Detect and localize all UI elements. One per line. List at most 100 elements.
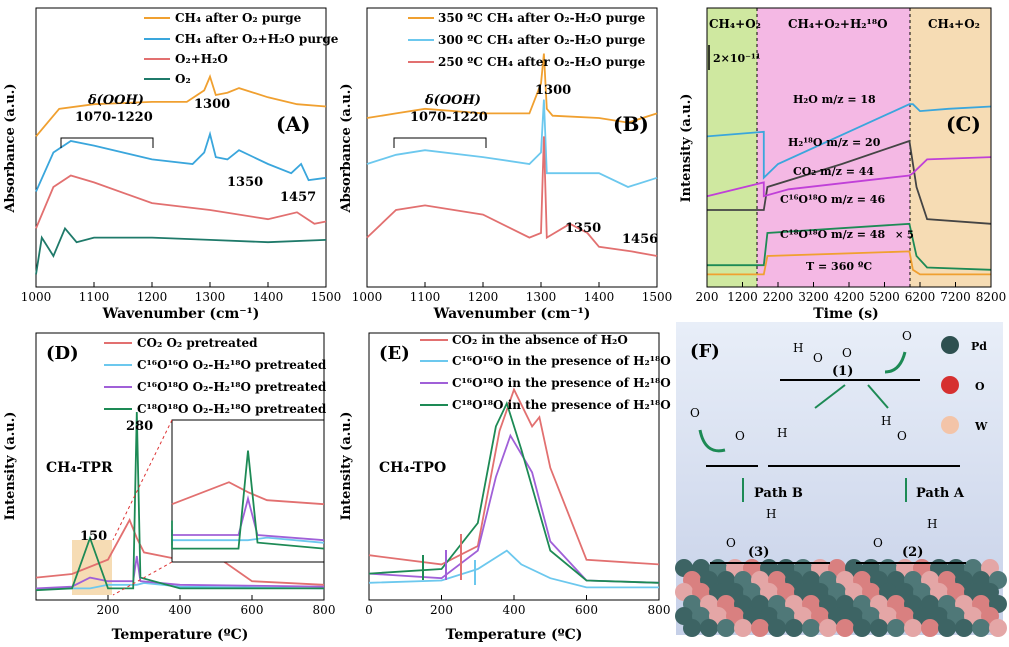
atom-o: O xyxy=(735,429,745,443)
series-line xyxy=(707,139,992,225)
trace-label: H₂¹⁸O m/z = 20 xyxy=(788,136,881,149)
step-label: (2) xyxy=(902,545,923,560)
x-tick-label: 200 xyxy=(97,603,120,617)
panel-a-label: (A) xyxy=(276,112,310,136)
panel-a-peak: 1457 xyxy=(280,190,316,205)
o-atom-icon xyxy=(941,376,959,394)
panel-a-range: 1070-1220 xyxy=(75,110,153,125)
x-tick-label: 1100 xyxy=(410,290,441,304)
x-tick-label: 1500 xyxy=(311,290,342,304)
legend-label: O xyxy=(975,380,985,393)
x-tick-label: 5200 xyxy=(869,290,900,304)
x-tick-label: 1500 xyxy=(642,290,673,304)
panel-b-legend: 350 ºC CH₄ after O₂-H₂O purge 300 ºC CH₄… xyxy=(408,11,646,69)
x-tick-label: 1000 xyxy=(352,290,383,304)
panel-c-label: (C) xyxy=(946,112,981,136)
x-tick-label: 1200 xyxy=(468,290,499,304)
step-label: (1) xyxy=(832,364,853,379)
region-label: CH₄+O₂ xyxy=(709,17,761,31)
panel-d-inset-curves xyxy=(171,450,325,550)
panel-d-peak: 280 xyxy=(126,419,153,434)
panel-e-title: CH₄-TPO xyxy=(379,460,446,476)
atom-h: H xyxy=(777,426,787,440)
legend-label: O₂+H₂O xyxy=(175,52,228,66)
series-line xyxy=(706,156,992,198)
panel-b-label: (B) xyxy=(613,112,649,136)
panel-b-delta: δ(OOH) xyxy=(424,93,481,108)
element-legend: Pd O W xyxy=(941,336,988,434)
trace-label: C¹⁶O¹⁸O m/z = 46 xyxy=(780,193,885,206)
multiplier-label: × 5 xyxy=(895,230,914,241)
legend-label: CO₂ in the absence of H₂O xyxy=(452,333,628,347)
legend-label: CH₄ after O₂ purge xyxy=(175,11,302,25)
panel-a-xticks: 1000 1100 1200 1300 1400 1500 xyxy=(21,282,342,304)
legend-label: O₂ xyxy=(175,72,191,86)
legend-label: C¹⁸O¹⁸O O₂-H₂¹⁸O pretreated xyxy=(137,402,327,416)
legend-label: 300 ºC CH₄ after O₂-H₂O purge xyxy=(438,33,646,47)
series-line xyxy=(366,99,658,188)
panel-e-xticks: 0 200 400 600 800 xyxy=(365,595,670,617)
x-tick-label: 7200 xyxy=(940,290,971,304)
panel-e-curves xyxy=(368,387,660,589)
panel-a-xlabel: Wavenumber (cm⁻¹) xyxy=(102,306,260,322)
x-tick-label: 1300 xyxy=(526,290,557,304)
x-tick-label: 4200 xyxy=(834,290,865,304)
legend-label: 350 ºC CH₄ after O₂-H₂O purge xyxy=(438,11,646,25)
region-label: CH₄+O₂ xyxy=(928,17,980,31)
panel-a-legend: CH₄ after O₂ purge CH₄ after O₂+H₂O purg… xyxy=(144,11,339,86)
pd-atom-icon xyxy=(941,336,959,354)
panel-e-legend: CO₂ in the absence of H₂O C¹⁶O¹⁶O in the… xyxy=(420,333,671,412)
legend-label: C¹⁶O¹⁸O in the presence of H₂¹⁸O xyxy=(452,376,671,390)
atom-o: O xyxy=(897,429,907,443)
arrow-down-right xyxy=(867,384,889,409)
series-line xyxy=(366,53,658,124)
panel-d-title: CH₄-TPR xyxy=(46,460,113,476)
legend-label: C¹⁶O¹⁶O in the presence of H₂¹⁸O xyxy=(452,354,671,368)
series-line xyxy=(707,250,991,276)
x-tick-label: 0 xyxy=(365,603,373,617)
x-tick-label: 200 xyxy=(430,603,453,617)
x-tick-label: 800 xyxy=(648,603,671,617)
series-line xyxy=(368,387,660,566)
panel-b-peak: 1456 xyxy=(622,232,658,247)
series-line xyxy=(35,130,327,192)
surface-atom xyxy=(717,619,735,637)
panel-a-peak: 1350 xyxy=(227,175,263,190)
series-line xyxy=(368,549,659,589)
legend-label: Pd xyxy=(971,340,987,353)
trace-label: C¹⁸O¹⁸O m/z = 48 xyxy=(780,228,885,241)
x-tick-label: 1400 xyxy=(253,290,284,304)
surface-atom xyxy=(802,619,820,637)
panel-b-xticks: 1000 1100 1200 1300 1400 1500 xyxy=(352,282,673,304)
legend-label: C¹⁶O¹⁶O O₂-H₂¹⁸O pretreated xyxy=(137,358,327,372)
x-tick-label: 8200 xyxy=(976,290,1007,304)
panel-d-xticks: 200 400 600 800 xyxy=(97,595,336,617)
series-line xyxy=(366,136,658,257)
panel-e-ylabel: Intensity (a.u.) xyxy=(339,412,354,521)
panel-f: (F) Pd O W (1) H O O O O O H H O Path B … xyxy=(675,322,1007,637)
x-tick-label: 1400 xyxy=(584,290,615,304)
surface-atom xyxy=(921,619,939,637)
panel-b-bracket xyxy=(393,137,487,148)
x-tick-label: 1300 xyxy=(195,290,226,304)
panel-d: 200 400 600 800 Temperature (ºC) Intensity … xyxy=(3,332,336,643)
atom-o: O xyxy=(902,329,912,343)
trace-label: H₂O m/z = 18 xyxy=(793,93,876,106)
panel-a: 1000 1100 1200 1300 1400 1500 Wavenumber (cm⁻… xyxy=(3,7,342,322)
surface-atom xyxy=(870,619,888,637)
x-tick-label: 600 xyxy=(241,603,264,617)
x-tick-label: 1200 xyxy=(137,290,168,304)
temperature-label: T = 360 ºC xyxy=(806,260,872,273)
x-tick-label: 1100 xyxy=(79,290,110,304)
x-tick-label: 200 xyxy=(696,290,719,304)
series-line xyxy=(35,174,327,229)
atom-o: O xyxy=(813,351,823,365)
panel-c-xticks: 200 1200 2200 3200 4200 5200 6200 7200 8200 xyxy=(696,282,1007,304)
panel-b-frame xyxy=(366,7,658,288)
atom-o: O xyxy=(842,346,852,360)
x-tick-label: 800 xyxy=(313,603,336,617)
panel-a-bracket xyxy=(60,137,154,148)
x-tick-label: 6200 xyxy=(905,290,936,304)
inset-series-line xyxy=(171,450,325,550)
